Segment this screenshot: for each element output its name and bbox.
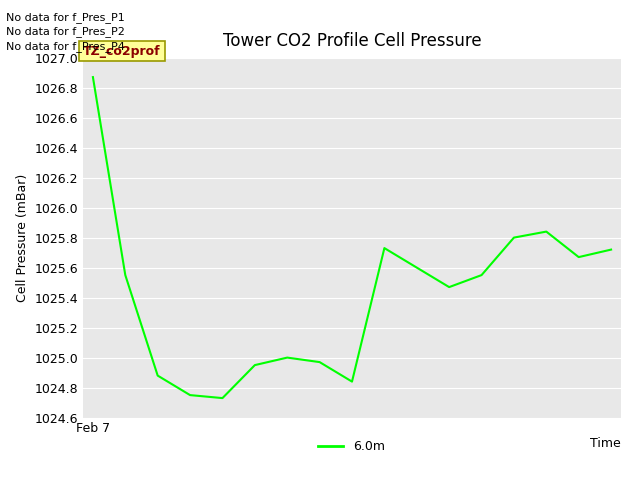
Text: No data for f_Pres_P1: No data for f_Pres_P1 (6, 12, 125, 23)
Y-axis label: Cell Pressure (mBar): Cell Pressure (mBar) (16, 173, 29, 302)
Text: Time: Time (590, 437, 621, 450)
Title: Tower CO2 Profile Cell Pressure: Tower CO2 Profile Cell Pressure (223, 33, 481, 50)
Text: No data for f_Pres_P4: No data for f_Pres_P4 (6, 41, 125, 52)
Text: TZ_co2prof: TZ_co2prof (83, 45, 161, 58)
Text: No data for f_Pres_P2: No data for f_Pres_P2 (6, 26, 125, 37)
Legend: 6.0m: 6.0m (314, 435, 390, 458)
